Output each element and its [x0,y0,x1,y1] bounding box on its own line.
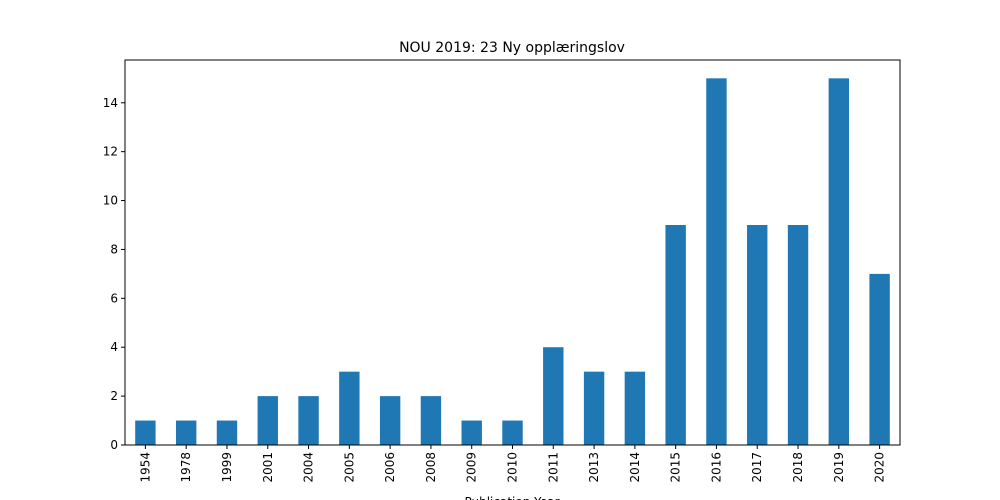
y-tick-label: 0 [110,438,118,452]
bar [624,371,646,445]
x-tick-label: 2016 [709,452,723,483]
x-tick-label: 2006 [383,452,397,483]
y-tick-label: 14 [103,96,118,110]
bar [216,420,238,445]
x-tick-label: 2005 [342,452,356,483]
y-tick-label: 6 [110,291,118,305]
x-tick-label: 1999 [220,452,234,483]
bar [420,396,442,445]
bar [257,396,278,445]
bar [461,420,482,445]
bar [339,371,360,445]
x-tick-label: 2017 [750,452,764,483]
x-tick-label: 2015 [669,452,683,483]
bar [747,225,768,445]
bar [298,396,319,445]
y-tick-label: 12 [103,145,118,159]
x-tick-label: 2009 [465,452,479,483]
bar [787,225,809,445]
bar [828,78,850,445]
y-tick-label: 2 [110,389,118,403]
y-tick-label: 10 [103,194,118,208]
bar [543,347,564,445]
bar [175,420,197,445]
x-tick-label: 2020 [873,452,887,483]
x-tick-label: 2001 [261,452,275,483]
x-tick-label: 2018 [791,452,805,483]
x-axis-label: Publication Year [464,495,559,500]
x-tick-label: 2004 [302,452,316,483]
x-tick-label: 2008 [424,452,438,483]
bar [583,371,605,445]
plot-frame [124,59,901,446]
bar [502,420,523,445]
bar [135,420,156,445]
x-tick-label: 1978 [179,452,193,483]
bar [379,396,401,445]
chart-title: NOU 2019: 23 Ny opplæringslov [399,40,625,56]
y-tick-label: 4 [110,340,118,354]
x-tick-label: 2014 [628,452,642,483]
bar [665,225,686,445]
x-tick-label: 1954 [138,452,152,483]
x-tick-label: 2010 [506,452,520,483]
x-tick-label: 2011 [546,452,560,483]
bar [869,273,890,445]
bar [706,78,727,445]
x-tick-label: 2019 [832,452,846,483]
x-tick-label: 2013 [587,452,601,483]
y-tick-label: 8 [110,242,118,256]
